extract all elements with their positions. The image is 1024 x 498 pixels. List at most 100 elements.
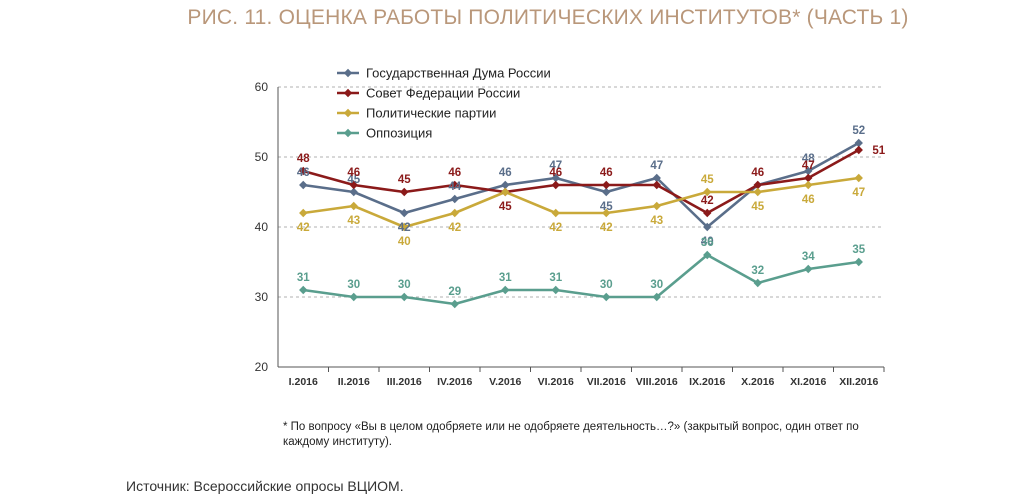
x-tick-label: VII.2016: [587, 376, 626, 388]
data-label: 45: [701, 174, 714, 186]
data-point: [501, 180, 510, 190]
data-point: [804, 264, 813, 274]
data-point: [349, 180, 358, 190]
data-point: [501, 285, 510, 295]
data-point: [602, 208, 611, 218]
data-label: 31: [549, 272, 562, 284]
x-tick-label: XI.2016: [790, 376, 826, 388]
data-point: [854, 173, 863, 183]
y-axis: 20 30 40 50 60: [255, 80, 279, 374]
data-point: [703, 208, 712, 218]
data-label: 46: [802, 194, 815, 206]
data-label: 42: [701, 195, 714, 207]
data-label: 43: [650, 215, 663, 227]
data-label: 40: [701, 236, 714, 248]
data-label: 47: [802, 160, 815, 172]
data-point: [349, 187, 358, 197]
data-label: 46: [499, 167, 512, 179]
data-point: [501, 187, 510, 197]
x-tick-label: I.2016: [289, 376, 318, 388]
data-label: 42: [549, 222, 562, 234]
x-tick-label: III.2016: [387, 376, 422, 388]
legend-marker: [343, 68, 353, 78]
x-tick-label: XII.2016: [839, 376, 878, 388]
data-label: 30: [347, 279, 360, 291]
data-point: [450, 208, 459, 218]
legend-marker: [343, 128, 353, 138]
series-line: [302, 148, 860, 215]
data-point: [400, 187, 409, 197]
footnote: * По вопросу «Вы в целом одобряете или н…: [283, 421, 859, 448]
data-point: [854, 138, 863, 148]
data-label: 45: [751, 201, 764, 213]
data-label: 35: [852, 244, 865, 256]
x-tick-label: V.2016: [489, 376, 521, 388]
data-label: 46: [347, 167, 360, 179]
data-label: 30: [650, 279, 663, 291]
x-tick-label: X.2016: [741, 376, 774, 388]
data-label: 48: [802, 153, 815, 165]
source-note: Источник: Всероссийские опросы ВЦИОМ.: [126, 478, 404, 494]
data-point: [349, 292, 358, 302]
data-label: 30: [398, 279, 411, 291]
data-point: [450, 194, 459, 204]
data-label: 42: [600, 222, 613, 234]
data-point: [753, 278, 762, 288]
data-point: [652, 180, 661, 190]
x-tick-label: VI.2016: [538, 376, 574, 388]
x-tick-label: VIII.2016: [636, 376, 678, 388]
data-point: [450, 299, 459, 309]
data-label: 46: [549, 167, 562, 179]
data-point: [652, 201, 661, 211]
data-label: 45: [499, 201, 512, 213]
legend-marker: [343, 108, 353, 118]
data-point: [854, 257, 863, 267]
data-point: [551, 285, 560, 295]
data-point: [299, 166, 308, 176]
data-label: 32: [751, 265, 764, 277]
x-tick-label: IV.2016: [437, 376, 472, 388]
data-point: [400, 222, 409, 232]
data-point: [299, 208, 308, 218]
data-point: [551, 173, 560, 183]
data-point: [400, 292, 409, 302]
series-line: [303, 176, 859, 229]
chart-title: РИС. 11. ОЦЕНКА РАБОТЫ ПОЛИТИЧЕСКИХ ИНСТ…: [187, 6, 909, 29]
data-label: 34: [802, 251, 815, 263]
data-point: [400, 208, 409, 218]
data-label: 47: [549, 160, 562, 172]
data-label: 47: [650, 160, 663, 172]
data-point: [703, 187, 712, 197]
legend-label: Совет Федерации России: [366, 86, 520, 101]
y-tick-label: 20: [255, 360, 269, 374]
data-point: [450, 180, 459, 190]
x-tick-label: II.2016: [338, 376, 370, 388]
line-chart: 20 30 40 50 60 I.2016 II.2016 III.2016 IV.2016 V…: [255, 66, 886, 389]
data-point: [349, 201, 358, 211]
data-label: 45: [398, 174, 411, 186]
x-tick-label: IX.2016: [689, 376, 725, 388]
data-label: 45: [347, 174, 360, 186]
data-label: 46: [297, 167, 310, 179]
y-tick-label: 60: [255, 80, 269, 94]
legend-label: Политические партии: [366, 106, 496, 121]
y-tick-label: 50: [255, 150, 269, 164]
data-label: 31: [499, 272, 512, 284]
y-tick-label: 40: [255, 220, 269, 234]
data-label: 40: [398, 236, 411, 248]
data-label: 44: [448, 181, 461, 193]
data-point: [804, 173, 813, 183]
data-point: [753, 187, 762, 197]
data-label: 30: [600, 279, 613, 291]
data-point: [854, 145, 863, 155]
data-label: 46: [448, 167, 461, 179]
data-label: 36: [701, 237, 714, 249]
data-label: 51: [872, 145, 885, 157]
legend: Государственная Дума России Совет Федерац…: [337, 66, 551, 141]
gridlines: [278, 86, 884, 298]
data-point: [804, 180, 813, 190]
data-label: 47: [852, 187, 865, 199]
data-label: 43: [347, 215, 360, 227]
legend-label: Оппозиция: [366, 126, 432, 141]
